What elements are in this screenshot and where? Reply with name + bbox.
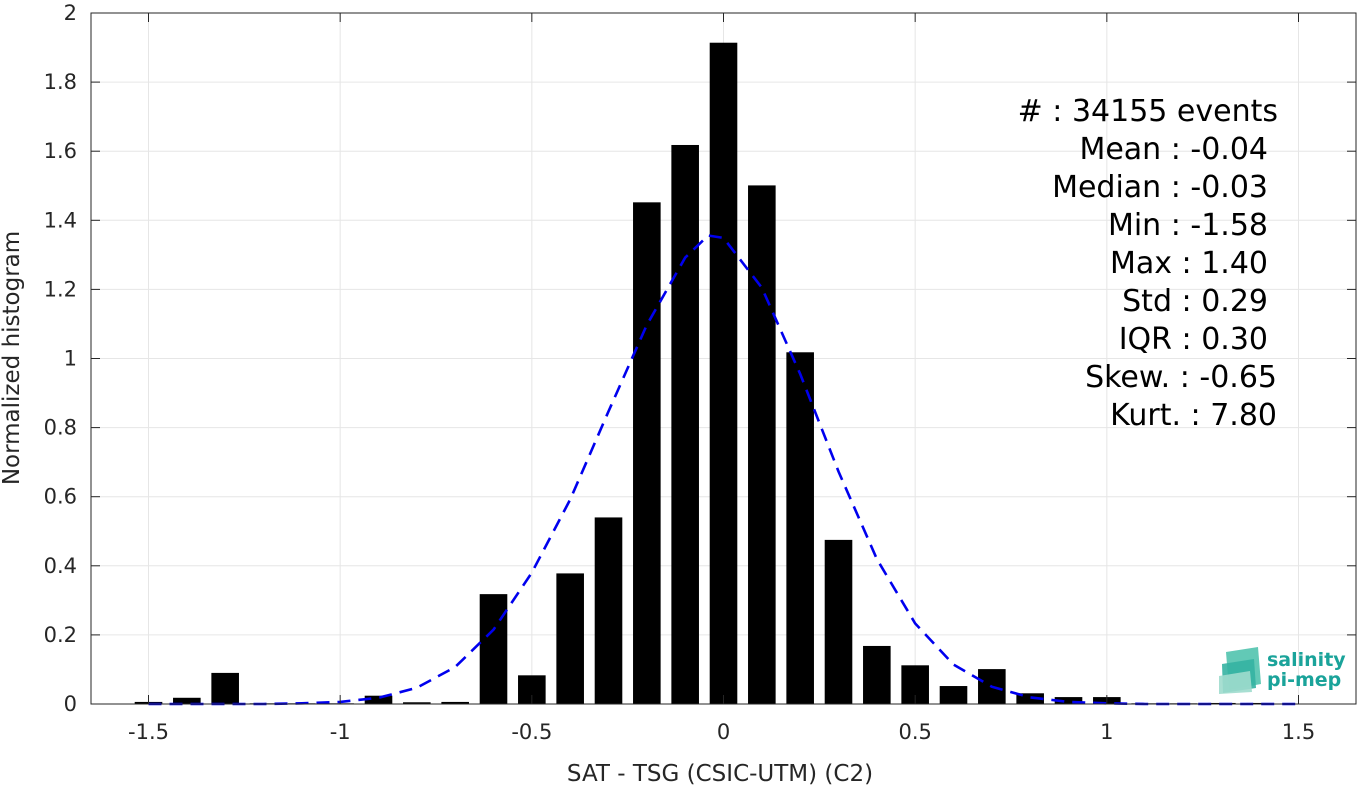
histogram-bar bbox=[556, 573, 584, 704]
wave-logo-icon bbox=[1219, 647, 1261, 694]
stat-median: Median : -0.03 bbox=[1052, 170, 1268, 205]
stat-count: # : 34155 events bbox=[1018, 94, 1278, 129]
y-tick-label: 1.8 bbox=[44, 70, 77, 94]
x-tick-label: -1 bbox=[330, 720, 351, 744]
histogram-bars bbox=[134, 42, 1274, 705]
y-tick-label: 1.2 bbox=[44, 277, 77, 301]
histogram-bar bbox=[824, 539, 853, 704]
stat-mean: Mean : -0.04 bbox=[1079, 132, 1268, 167]
y-tick-label: 0.8 bbox=[44, 416, 77, 440]
logo-line-1: salinity bbox=[1267, 649, 1346, 671]
y-tick-label: 1.4 bbox=[44, 208, 77, 232]
histogram-bar bbox=[1054, 697, 1083, 704]
y-tick-label: 2 bbox=[64, 1, 77, 25]
histogram-bar bbox=[479, 594, 508, 704]
histogram-bar bbox=[939, 686, 968, 704]
histogram-bar bbox=[863, 645, 891, 704]
x-tick-label: -0.5 bbox=[511, 720, 552, 744]
y-tick-label: 0.2 bbox=[44, 623, 77, 647]
histogram-bar bbox=[786, 352, 814, 704]
y-tick-label: 1 bbox=[64, 347, 77, 371]
histogram-bar bbox=[173, 697, 201, 704]
histogram-bar bbox=[364, 695, 393, 704]
histogram-bar bbox=[1016, 693, 1044, 704]
histogram-bar bbox=[671, 144, 699, 704]
fit-curve bbox=[148, 234, 1299, 706]
x-tick-label: 1.5 bbox=[1282, 720, 1315, 744]
x-tick-label: 0 bbox=[717, 720, 730, 744]
histogram-bar bbox=[633, 202, 661, 705]
x-tick-label: -1.5 bbox=[128, 720, 169, 744]
y-tick-label: 0.6 bbox=[44, 485, 77, 509]
histogram-bar bbox=[211, 672, 239, 704]
y-axis-ticks: 0 0.2 0.4 0.6 0.8 1 1.2 1.4 1.6 1.8 2 bbox=[44, 1, 1356, 716]
x-tick-label: 0.5 bbox=[898, 720, 931, 744]
histogram-bar bbox=[403, 702, 431, 704]
stat-skew: Skew. : -0.65 bbox=[1085, 360, 1277, 395]
stat-min: Min : -1.58 bbox=[1108, 208, 1268, 243]
logo-line-2: pi-mep bbox=[1267, 669, 1341, 691]
histogram-bar bbox=[748, 185, 776, 705]
x-axis-label: SAT - TSG (CSIC-UTM) (C2) bbox=[567, 761, 873, 785]
statistics-annotation: # : 34155 events Mean : -0.04 Median : -… bbox=[1018, 94, 1278, 433]
stat-iqr: IQR : 0.30 bbox=[1119, 322, 1268, 357]
y-tick-label: 0 bbox=[64, 692, 77, 716]
y-tick-label: 1.6 bbox=[44, 139, 77, 163]
stat-std: Std : 0.29 bbox=[1122, 284, 1268, 319]
x-axis-ticks: -1.5 -1 -0.5 0 0.5 1 1.5 bbox=[128, 13, 1315, 744]
stat-kurt: Kurt. : 7.80 bbox=[1110, 398, 1277, 433]
histogram-bar bbox=[1246, 702, 1274, 704]
y-tick-label: 0.4 bbox=[44, 554, 77, 578]
stat-max: Max : 1.40 bbox=[1110, 246, 1268, 281]
histogram-bar bbox=[709, 42, 738, 704]
y-axis-label: Normalized histogram bbox=[0, 231, 25, 485]
salinity-pi-mep-logo: salinity pi-mep bbox=[1219, 647, 1346, 694]
x-tick-label: 1 bbox=[1100, 720, 1113, 744]
histogram-bar bbox=[441, 701, 469, 704]
histogram-bar bbox=[594, 517, 623, 704]
